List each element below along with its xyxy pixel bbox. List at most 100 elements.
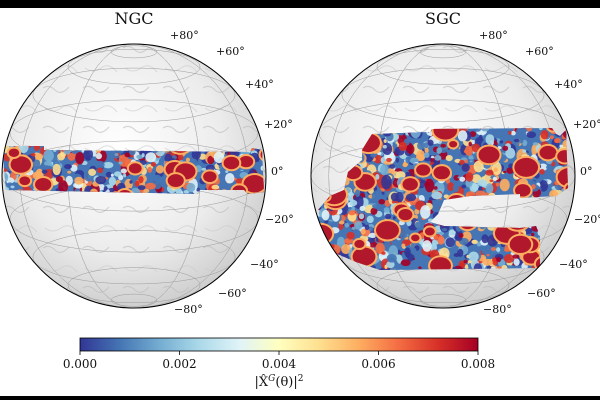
field-blob	[481, 187, 486, 190]
ngc-panel: NGC +80° +60° +40° +20° 0° −20° −40° −60° −80°	[1, 9, 294, 316]
ngc-title: NGC	[114, 9, 153, 28]
latitude-line	[67, 48, 201, 85]
latitude-line	[419, 293, 467, 307]
field-blob	[30, 152, 36, 157]
field-blob	[478, 134, 483, 140]
field-blob	[510, 130, 516, 136]
field-blob	[368, 232, 377, 238]
field-blob	[462, 187, 471, 193]
field-blob	[496, 256, 502, 263]
field-hotspot	[478, 146, 500, 164]
field-blob	[480, 244, 487, 249]
latitude-label: +20°	[573, 118, 600, 131]
field-blob	[118, 161, 123, 165]
field-blob	[70, 164, 78, 172]
field-hotspot	[449, 140, 458, 148]
field-blob	[370, 207, 378, 215]
field-blob	[136, 154, 144, 160]
field-blob	[485, 134, 495, 145]
field-blob	[348, 210, 356, 216]
field-blob	[448, 229, 456, 236]
field-blob	[437, 235, 445, 245]
field-blob	[524, 227, 533, 235]
field-blob	[401, 243, 406, 249]
field-blob	[513, 258, 520, 266]
field-blob	[447, 182, 455, 192]
field-hotspot	[515, 184, 531, 197]
latitude-label: +40°	[554, 78, 583, 91]
field-blob	[477, 179, 488, 187]
field-blob	[461, 184, 467, 189]
field-blob	[463, 259, 468, 264]
field-blob	[395, 157, 400, 163]
field-blob	[464, 145, 474, 156]
field-hotspot	[424, 227, 435, 236]
field-blob	[427, 139, 434, 146]
field-blob	[417, 141, 425, 150]
field-blob	[539, 168, 545, 175]
field-blob	[392, 216, 396, 220]
field-blob	[383, 139, 387, 144]
field-blob	[522, 149, 527, 153]
field-blob	[471, 239, 478, 245]
field-blob	[430, 156, 435, 159]
field-blob	[503, 254, 515, 264]
sgc-panel: SGC +80° +60° +40° +20° 0° −20° −40° −60° −80°	[310, 9, 600, 316]
field-blob	[52, 163, 61, 176]
field-blob	[178, 153, 184, 161]
field-blob	[150, 161, 157, 167]
field-blob	[546, 170, 551, 174]
field-blob	[67, 170, 72, 174]
field-blob	[360, 197, 364, 200]
field-blob	[459, 176, 466, 182]
field-blob	[473, 160, 484, 173]
latitude-line	[67, 267, 201, 304]
field-blob	[113, 171, 122, 177]
field-blob	[321, 209, 330, 221]
field-blob	[74, 176, 84, 185]
field-hotspot	[539, 145, 557, 160]
field-blob	[531, 184, 536, 190]
field-blob	[506, 167, 515, 174]
field-blob	[496, 247, 501, 252]
field-blob	[366, 215, 374, 224]
field-blob	[468, 141, 472, 147]
field-blob	[481, 248, 489, 255]
field-blob	[144, 182, 156, 190]
field-blob	[389, 164, 396, 169]
sgc-sphere-outline	[310, 43, 576, 309]
field-blob	[418, 266, 422, 270]
field-blob	[405, 156, 411, 164]
latitude-label: +60°	[525, 45, 554, 58]
field-blob	[485, 183, 494, 194]
latitude-label: −60°	[527, 287, 556, 300]
field-blob	[402, 162, 408, 168]
field-blob	[469, 160, 473, 163]
field-blob	[382, 142, 393, 156]
field-blob	[453, 174, 461, 181]
colorbar-tick-label: 0.008	[461, 357, 495, 371]
field-blob	[436, 147, 442, 154]
field-blob	[225, 172, 235, 184]
field-blob	[468, 251, 479, 262]
field-hotspot	[411, 234, 420, 242]
field-blob	[108, 176, 117, 186]
field-blob	[501, 264, 508, 270]
latitude-label: 0°	[580, 165, 593, 178]
field-blob	[29, 149, 34, 154]
field-blob	[205, 164, 215, 172]
field-blob	[422, 240, 432, 252]
field-blob	[476, 241, 481, 247]
field-blob	[348, 206, 352, 210]
field-blob	[368, 226, 374, 232]
field-blob	[119, 155, 123, 159]
field-blob	[459, 159, 465, 165]
latitude-label: 0°	[271, 165, 284, 178]
field-blob	[489, 179, 494, 183]
field-blob	[508, 130, 512, 135]
field-blob	[141, 153, 145, 158]
latitude-label: −40°	[559, 258, 588, 271]
field-blob	[331, 239, 338, 244]
field-blob	[411, 247, 417, 252]
